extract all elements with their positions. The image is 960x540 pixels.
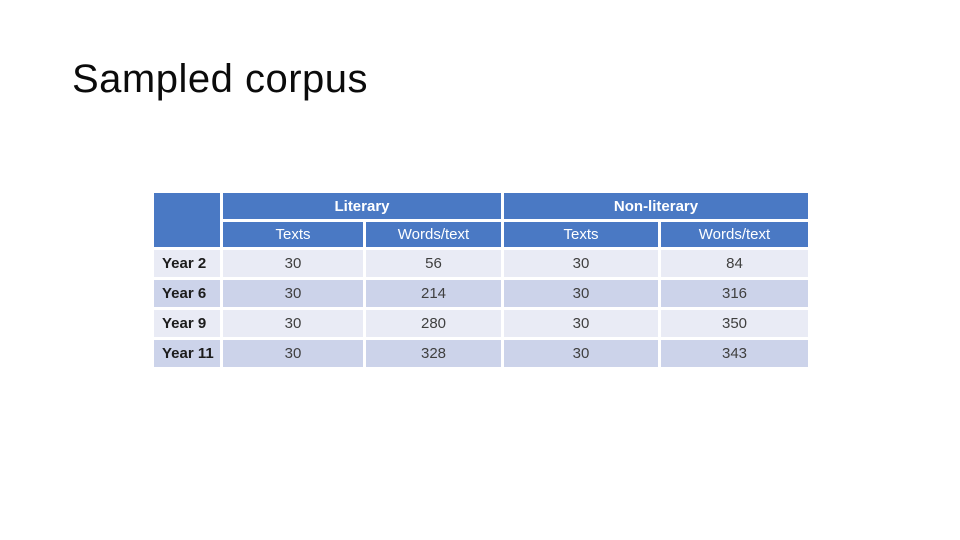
col-header-nonliterary-words: Words/text: [661, 222, 808, 247]
group-header-non-literary: Non-literary: [504, 193, 808, 219]
cell: 328: [366, 340, 501, 367]
cell: 343: [661, 340, 808, 367]
row-label: Year 2: [154, 250, 220, 277]
col-header-literary-texts: Texts: [223, 222, 363, 247]
cell: 30: [223, 310, 363, 337]
sub-header-row: Texts Words/text Texts Words/text: [154, 222, 808, 247]
cell: 30: [223, 250, 363, 277]
table-body: Year 2 30 56 30 84 Year 6 30 214 30 316 …: [154, 250, 808, 367]
col-header-literary-words: Words/text: [366, 222, 501, 247]
table-row: Year 11 30 328 30 343: [154, 340, 808, 367]
table-header: Literary Non-literary Texts Words/text T…: [154, 193, 808, 247]
row-label: Year 9: [154, 310, 220, 337]
cell: 30: [223, 340, 363, 367]
corpus-table: Literary Non-literary Texts Words/text T…: [151, 190, 811, 370]
cell: 30: [504, 340, 658, 367]
cell: 84: [661, 250, 808, 277]
row-label: Year 11: [154, 340, 220, 367]
row-label: Year 6: [154, 280, 220, 307]
cell: 30: [223, 280, 363, 307]
group-header-literary: Literary: [223, 193, 501, 219]
group-header-row: Literary Non-literary: [154, 193, 808, 247]
cell: 316: [661, 280, 808, 307]
col-header-nonliterary-texts: Texts: [504, 222, 658, 247]
cell: 30: [504, 280, 658, 307]
corner-cell: [154, 193, 220, 247]
cell: 56: [366, 250, 501, 277]
table-row: Year 6 30 214 30 316: [154, 280, 808, 307]
cell: 214: [366, 280, 501, 307]
table-row: Year 9 30 280 30 350: [154, 310, 808, 337]
cell: 280: [366, 310, 501, 337]
table-row: Year 2 30 56 30 84: [154, 250, 808, 277]
cell: 30: [504, 250, 658, 277]
cell: 30: [504, 310, 658, 337]
slide-title: Sampled corpus: [72, 57, 369, 101]
cell: 350: [661, 310, 808, 337]
